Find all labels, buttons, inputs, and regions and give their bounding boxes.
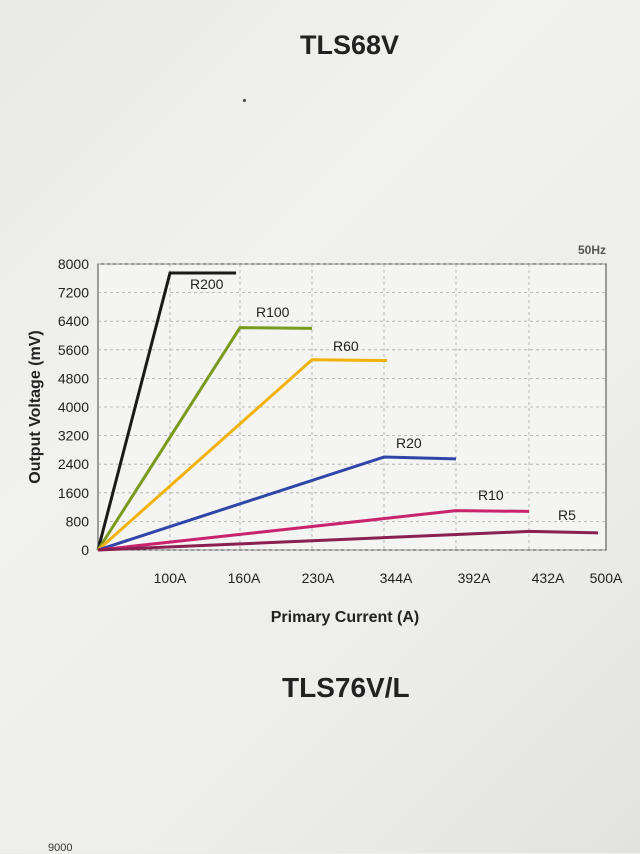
- x-axis-label: Primary Current (A): [271, 609, 419, 626]
- y-tick-label: 7200: [58, 285, 89, 301]
- x-tick-labels: 100A 160A 230A 344A 392A 432A 500A: [154, 570, 623, 586]
- y-tick-label: 3200: [58, 428, 89, 444]
- y-tick-label: 5600: [58, 342, 89, 358]
- print-speck: [243, 99, 246, 102]
- series-label-r5: R5: [558, 507, 576, 523]
- y-tick-label: 1600: [58, 485, 89, 501]
- series-line-r10: [97, 509, 530, 552]
- next-section-title: TLS76V/L: [282, 672, 410, 703]
- x-tick-label: 230A: [302, 570, 335, 586]
- series-label-r10: R10: [478, 487, 504, 503]
- x-tick-label: 500A: [590, 570, 623, 586]
- series-label-r60: R60: [333, 338, 359, 354]
- y-tick-label: 2400: [58, 456, 89, 472]
- frequency-label: 50Hz: [578, 243, 607, 257]
- series-label-r100: R100: [256, 304, 290, 320]
- series-line-r5: [97, 529, 599, 552]
- x-tick-label: 432A: [532, 570, 565, 586]
- y-tick-label: 0: [81, 542, 89, 558]
- y-tick-labels: 0 800 1600 2400 3200 4000 4800 5600 6400 7200 8000: [58, 256, 89, 558]
- series-line-r100: [96, 326, 313, 551]
- y-tick-label: 8000: [58, 256, 89, 272]
- y-tick-label: 4800: [58, 370, 89, 386]
- series-line-r60: [97, 358, 388, 552]
- series-label-r20: R20: [396, 435, 422, 451]
- series-lines: [96, 271, 599, 552]
- series-label-r200: R200: [190, 276, 224, 292]
- y-tick-label: 6400: [58, 313, 89, 329]
- x-tick-label: 160A: [228, 570, 261, 586]
- series-labels: R200 R100 R60 R20 R10 R5: [190, 276, 576, 523]
- x-tick-label: 344A: [380, 570, 413, 586]
- y-tick-label: 4000: [58, 399, 89, 415]
- x-tick-label: 392A: [458, 570, 491, 586]
- next-chart-top-tick: 9000: [48, 842, 73, 854]
- y-axis-label: Output Voltage (mV): [27, 330, 44, 483]
- series-line-r200: [96, 271, 236, 551]
- series-line-r20: [97, 455, 457, 552]
- y-tick-label: 800: [66, 513, 90, 529]
- x-tick-label: 100A: [154, 570, 187, 586]
- page-title: TLS68V: [300, 30, 400, 60]
